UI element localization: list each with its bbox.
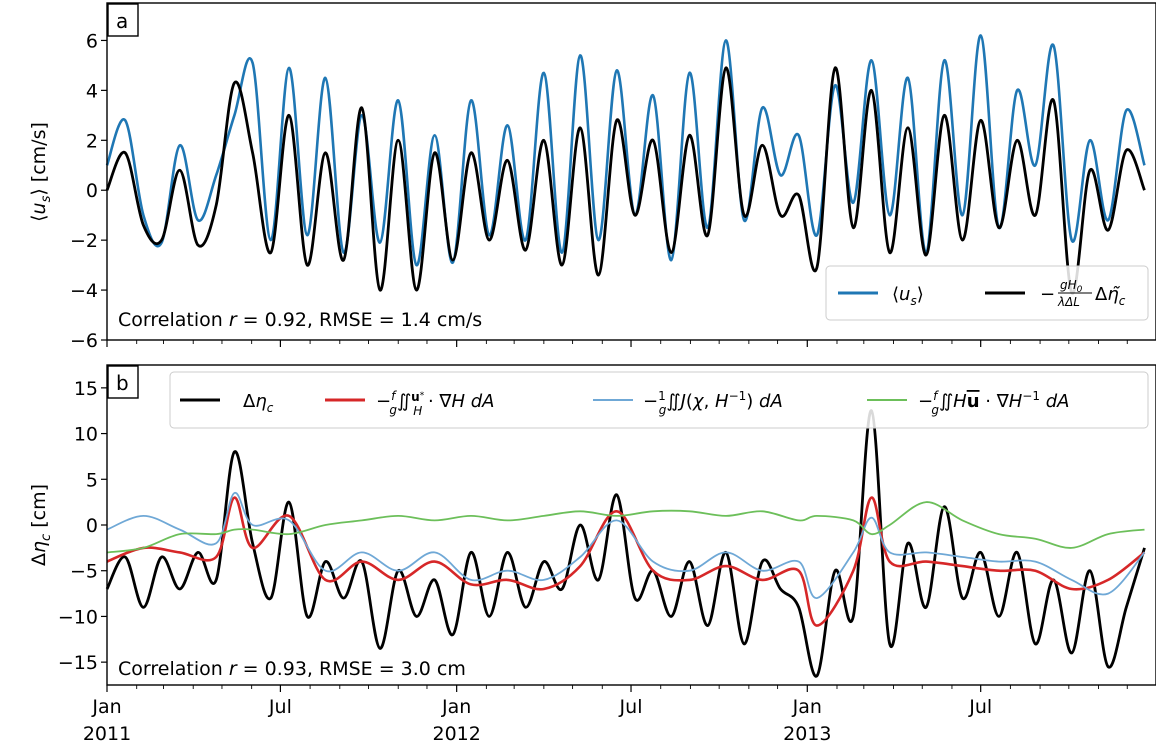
panel-a-legend-label-blue: ⟨us⟩ bbox=[892, 284, 924, 308]
panel-a-ytick-label: 4 bbox=[86, 80, 98, 102]
panel-a-ytick-label: 6 bbox=[86, 30, 98, 52]
panel-b-series-line-0 bbox=[105, 409, 1146, 678]
panel-a-ytick-label: 0 bbox=[86, 180, 98, 202]
panel-b-ytick-label: 10 bbox=[74, 424, 98, 446]
panel-a-frame bbox=[106, 2, 1156, 341]
x-tick-label-month: Jan bbox=[441, 696, 471, 718]
panel-b-legend-box bbox=[169, 371, 1149, 429]
x-tick-label-month: Jul bbox=[619, 696, 643, 718]
panel-b-series bbox=[105, 409, 1146, 678]
panel-b-xticks bbox=[106, 685, 1128, 692]
x-tick-label-month: Jan bbox=[91, 696, 121, 718]
panel-b-ytick-label: −5 bbox=[70, 561, 98, 583]
panel-b-legend: Δηc −f g∬u* H · ∇H dA −1 g∬J(χ, H−1) dA −f g… bbox=[169, 371, 1149, 429]
panel-a-xticks bbox=[106, 340, 1128, 347]
panel-b-series-line-3 bbox=[106, 501, 1145, 554]
panel-b-frame bbox=[106, 364, 1156, 686]
panel-a-ytick-label: −6 bbox=[70, 330, 98, 352]
panel-b: −15 −10 −5 0 5 10 15 b Δηc [cm] Correlation r … bbox=[28, 364, 1156, 692]
panel-a-annotation: Correlation r = 0.92, RMSE = 1.4 cm/s bbox=[118, 309, 482, 331]
panel-b-ytick-label: 0 bbox=[86, 515, 98, 537]
panel-a-ylabel: ⟨us⟩ [cm/s] bbox=[28, 122, 54, 222]
panel-b-series-line-2 bbox=[106, 492, 1146, 599]
panel-b-ytick-label: −15 bbox=[58, 652, 98, 674]
x-tick-label-year: 2011 bbox=[83, 723, 131, 745]
panel-b-tag: b bbox=[116, 371, 129, 395]
panel-a: −6 −4 −2 0 2 4 6 a ⟨us⟩ [cm/s] Correlation r =… bbox=[28, 2, 1156, 352]
panel-a-ytick-label: −2 bbox=[70, 230, 98, 252]
panel-a-legend-frac-den: λΔL bbox=[1057, 295, 1080, 309]
panel-b-series-line-1 bbox=[106, 496, 1146, 627]
x-tick-label-month: Jan bbox=[792, 696, 822, 718]
panel-b-ytick-label: −10 bbox=[58, 606, 98, 628]
panel-b-ytick-label: 15 bbox=[74, 378, 98, 400]
panel-a-legend-label-black: − bbox=[1040, 284, 1055, 305]
panel-a-yticks: −6 −4 −2 0 2 4 6 bbox=[70, 30, 107, 352]
panel-a-tag: a bbox=[116, 9, 128, 33]
panel-b-ytick-label: 5 bbox=[86, 469, 98, 491]
x-tick-label-year: 2013 bbox=[783, 723, 831, 745]
panel-b-annotation: Correlation r = 0.93, RMSE = 3.0 cm bbox=[118, 658, 466, 680]
panel-a-series-line-1 bbox=[105, 66, 1146, 295]
panel-a-tag-box bbox=[107, 3, 139, 37]
panel-b-tag-box bbox=[107, 365, 139, 399]
panel-a-ytick-label: 2 bbox=[86, 130, 98, 152]
x-tick-labels: Jan 2011 Jul Jan 2012 Jul Jan 2013 Jul bbox=[83, 696, 992, 745]
panel-a-legend: ⟨us⟩ − gH0 λΔL Δη̃c bbox=[825, 265, 1149, 321]
x-tick-label-month: Jul bbox=[968, 696, 992, 718]
x-tick-label-month: Jul bbox=[268, 696, 292, 718]
x-tick-label-year: 2012 bbox=[432, 723, 480, 745]
panel-a-series bbox=[105, 34, 1146, 295]
panel-b-yticks: −15 −10 −5 0 5 10 15 bbox=[58, 378, 107, 674]
panel-a-ytick-label: −4 bbox=[70, 280, 98, 302]
panel-b-ylabel: Δηc [cm] bbox=[28, 484, 54, 566]
